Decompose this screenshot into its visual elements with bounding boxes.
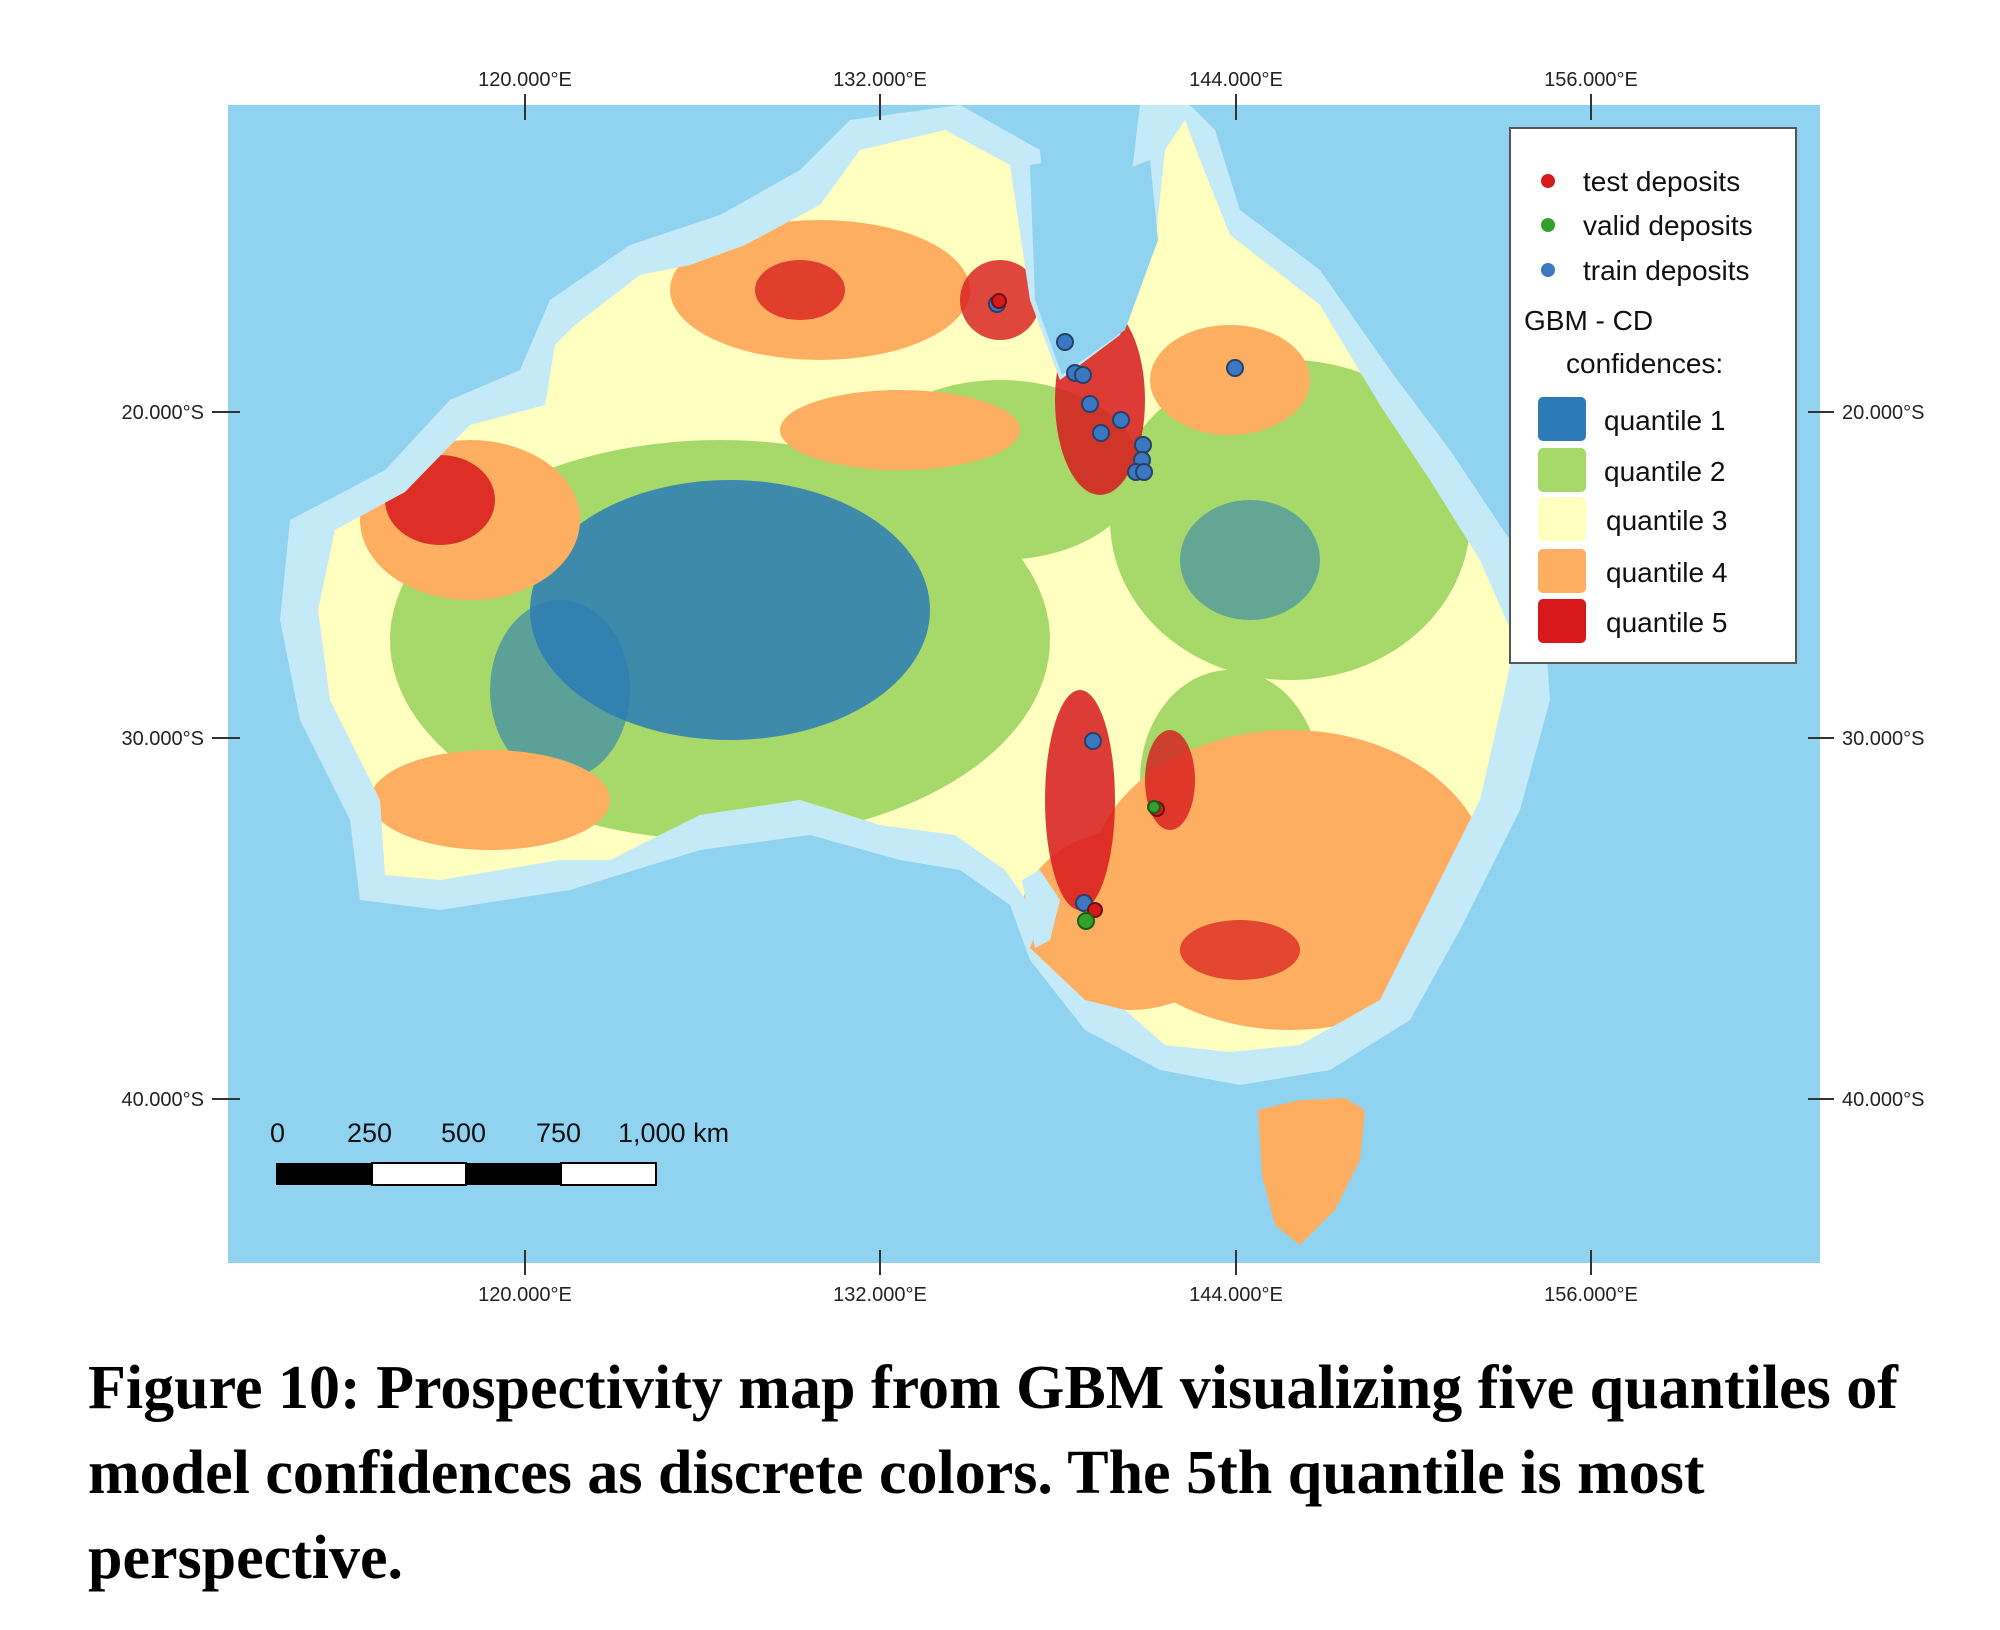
train-deposit-point: [1134, 436, 1152, 454]
quantile-5-region: [755, 260, 845, 320]
deposit-points: [988, 293, 1244, 930]
scale-segment: [276, 1163, 372, 1185]
scale-label-750: 750: [536, 1118, 581, 1148]
train-deposit-point: [1084, 732, 1102, 750]
right-tick-label: 30.000°S: [1842, 728, 1925, 750]
legend-quantile-4-label: quantile 4: [1606, 557, 1727, 588]
bottom-tick-label: 120.000°E: [478, 1284, 572, 1306]
test-deposit-point: [1087, 902, 1103, 918]
legend-quantile-2-label: quantile 2: [1604, 456, 1725, 487]
legend-quantile-1-label: quantile 1: [1604, 405, 1725, 436]
top-tick-label: 144.000°E: [1189, 69, 1283, 91]
train-deposit-point: [1135, 463, 1153, 481]
legend-valid-marker: [1541, 218, 1555, 232]
legend-train-marker: [1541, 263, 1555, 277]
quantile-1-region: [490, 600, 630, 780]
left-tick-label: 40.000°S: [121, 1089, 204, 1111]
legend-train-label: train deposits: [1583, 255, 1750, 286]
quantile-5-region: [1180, 920, 1300, 980]
legend-swatch-quantile-3: [1538, 497, 1586, 541]
scale-segment: [466, 1163, 561, 1185]
graticule-ticks: [212, 94, 1834, 1275]
spencer-gulf: [1022, 870, 1060, 948]
train-deposit-point: [1226, 359, 1244, 377]
quantile-4-region: [370, 750, 610, 850]
confidence-quantile-regions: [360, 220, 1490, 1030]
train-deposit-point: [1081, 395, 1099, 413]
top-tick-label: 132.000°E: [833, 69, 927, 91]
bottom-tick-label: 156.000°E: [1544, 1284, 1638, 1306]
quantile-5-region: [1045, 690, 1115, 910]
bottom-tick-label: 132.000°E: [833, 1284, 927, 1306]
legend-test-label: test deposits: [1583, 166, 1740, 197]
map-legend: test deposits valid deposits train depos…: [1509, 127, 1797, 664]
train-deposit-point: [1092, 424, 1110, 442]
train-deposit-point: [1112, 411, 1130, 429]
legend-quantile-5-label: quantile 5: [1606, 607, 1727, 638]
train-deposit-point: [1056, 333, 1074, 351]
right-tick-label: 40.000°S: [1842, 1089, 1925, 1111]
valid-deposit-point: [1147, 800, 1161, 814]
top-tick-label: 120.000°E: [478, 69, 572, 91]
valid-deposit-point: [1077, 912, 1095, 930]
test-deposit-point: [991, 293, 1007, 309]
right-tick-label: 20.000°S: [1842, 402, 1925, 424]
legend-swatch-quantile-5: [1538, 599, 1586, 643]
tasmania-landmass: [1258, 1098, 1365, 1245]
train-deposit-point: [1074, 366, 1092, 384]
legend-swatch-quantile-4: [1538, 549, 1586, 593]
quantile-4-region: [780, 390, 1020, 470]
legend-valid-label: valid deposits: [1583, 210, 1753, 241]
legend-title: GBM - CD: [1524, 305, 1653, 336]
quantile-1-region: [1180, 500, 1320, 620]
legend-quantile-3-label: quantile 3: [1606, 505, 1727, 536]
scale-label-500: 500: [441, 1118, 486, 1148]
figure-caption: Figure 10: Prospectivity map from GBM vi…: [88, 1354, 1898, 1592]
left-tick-label: 20.000°S: [121, 402, 204, 424]
legend-swatch-quantile-1: [1538, 397, 1586, 441]
scale-segment: [560, 1162, 657, 1186]
legend-test-marker: [1541, 174, 1555, 188]
scale-label-1000: 1,000 km: [618, 1118, 729, 1148]
gulf-of-carpentaria: [1030, 160, 1158, 375]
scale-bar: 0 250 500 750 1,000 km: [270, 1118, 729, 1186]
top-tick-label: 156.000°E: [1544, 69, 1638, 91]
quantile-4-region: [1150, 325, 1310, 435]
scale-label-0: 0: [270, 1118, 285, 1148]
left-tick-label: 30.000°S: [121, 728, 204, 750]
legend-swatch-quantile-2: [1538, 448, 1586, 492]
bottom-tick-label: 144.000°E: [1189, 1284, 1283, 1306]
scale-segment: [371, 1162, 467, 1186]
scale-label-250: 250: [347, 1118, 392, 1148]
quantile-1-region: [530, 480, 930, 740]
legend-subtitle: confidences:: [1566, 348, 1723, 379]
